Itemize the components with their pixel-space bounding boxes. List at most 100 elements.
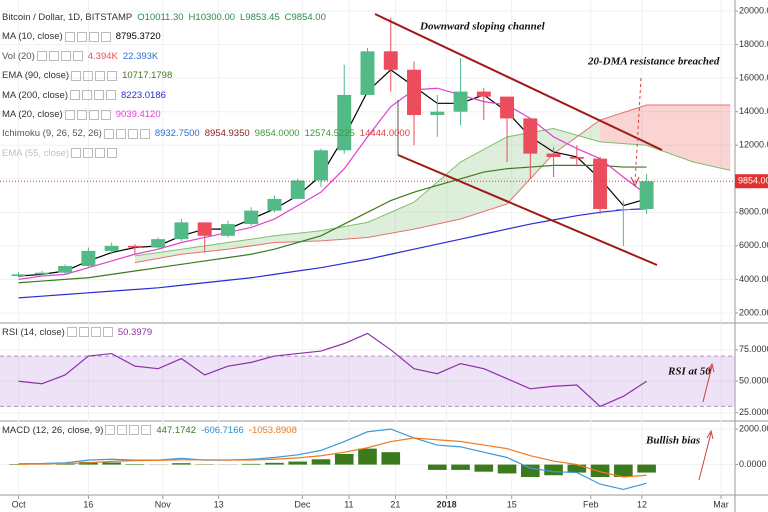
legend-name: MA (10, close)	[2, 31, 63, 43]
indicator-line	[18, 87, 647, 280]
legend-row: MA (10, close) 8795.3720	[2, 27, 410, 46]
legend-icon	[95, 70, 106, 81]
legend-value: -1053.8908	[248, 425, 297, 436]
histogram-bar	[358, 448, 377, 465]
indicator-line	[18, 68, 647, 277]
legend-icon	[83, 70, 94, 81]
candle-body	[430, 111, 445, 116]
ohlc-value: H10300.00	[188, 12, 236, 23]
legend-name: MACD (12, 26, close, 9)	[2, 425, 104, 436]
histogram-bar	[521, 464, 540, 478]
legend-title-row: Bitcoin / Dollar, 1D, BITSTAMP O10011.30 H…	[2, 8, 410, 27]
histogram-bar	[55, 463, 75, 465]
candle-body	[174, 222, 189, 240]
candle-body	[407, 69, 421, 116]
histogram-bar	[590, 464, 610, 478]
legend-value: 50.3979	[117, 327, 153, 338]
candle-body	[500, 96, 515, 119]
legend-value: 4.394K	[87, 50, 118, 62]
channel-lower	[397, 154, 658, 266]
annotation: RSI at 50	[667, 366, 711, 378]
legend-value: 10717.1798	[122, 70, 173, 82]
legend-icon	[107, 148, 118, 159]
legend-name: MA (20, close)	[2, 109, 63, 121]
histogram-bar	[497, 464, 517, 474]
legend-value: 9854.0000	[254, 128, 300, 140]
legend-icon	[76, 109, 87, 120]
y-tick-label: 75.0000	[739, 344, 768, 354]
candle-body	[523, 118, 538, 154]
histogram-bar	[614, 464, 633, 478]
legend-value: 9039.4120	[115, 109, 161, 121]
legend-icon	[106, 90, 116, 101]
y-tick-label: 50.0000	[739, 376, 768, 386]
legend-name: EMA (55, close)	[2, 147, 70, 159]
candle-body	[476, 91, 491, 97]
histogram-bar	[451, 464, 470, 470]
channel-upper	[374, 13, 663, 151]
legend-icon	[78, 327, 89, 338]
ohlc-value: L9853.45	[240, 12, 280, 23]
legend-row: Vol (20) 4.394K 22.393K	[2, 47, 410, 66]
histogram-bar	[172, 463, 191, 465]
cloud-segment	[367, 202, 415, 238]
histogram-bar	[288, 461, 308, 465]
legend-icon	[71, 70, 82, 81]
cloud-segment	[320, 222, 368, 241]
arrow-head	[630, 176, 640, 188]
candle-body	[616, 208, 631, 210]
histogram-bar	[567, 464, 587, 473]
legend-icon	[115, 128, 126, 139]
candle-body	[569, 156, 584, 159]
histogram-bar	[474, 464, 494, 472]
x-tick-label: 16	[83, 499, 93, 509]
x-tick-label: 15	[507, 499, 517, 509]
candle-body	[383, 51, 398, 70]
legend-icon	[141, 425, 152, 436]
legend: Bitcoin / Dollar, 1D, BITSTAMP O10011.30 H…	[2, 8, 410, 163]
legend-icon	[82, 90, 92, 101]
arrow	[698, 432, 712, 481]
histogram-bar	[427, 464, 447, 470]
candle-body	[34, 272, 49, 275]
candle-body	[104, 245, 119, 251]
candle-body	[197, 222, 212, 236]
macd-line	[18, 428, 647, 491]
histogram-bar	[125, 464, 145, 465]
cloud-segment	[227, 235, 275, 250]
legend-value: 8795.3720	[115, 31, 161, 43]
panel-legend: RSI (14, close) 50.3979	[2, 327, 152, 338]
x-tick-label: Nov	[155, 499, 172, 509]
legend-name: MA (200, close)	[2, 89, 68, 101]
y-tick-label: 25.0000	[739, 407, 768, 417]
legend-value: 447.1742	[156, 425, 196, 436]
histogram-bar	[381, 452, 401, 465]
symbol-title: Bitcoin / Dollar, 1D, BITSTAMP	[2, 12, 133, 23]
candle-body	[81, 250, 96, 266]
legend-icon	[127, 128, 138, 139]
candle-body	[546, 153, 561, 157]
legend-value: 22.393K	[122, 50, 159, 62]
macd-line	[18, 437, 647, 478]
legend-icon	[90, 327, 101, 338]
legend-row: MA (200, close) 8223.0186	[2, 86, 410, 105]
candle-body	[267, 198, 282, 211]
cloud-edge	[134, 104, 731, 264]
legend-name: RSI (14, close)	[2, 327, 65, 338]
legend-icon	[95, 148, 106, 159]
annotation: Downward sloping channel	[419, 21, 546, 33]
legend-icon	[139, 128, 150, 139]
legend-value: 8223.0186	[121, 89, 166, 101]
y-tick-label: 16000.00	[739, 73, 768, 83]
candle-body	[220, 224, 235, 236]
y-tick-label: 12000.00	[739, 140, 768, 150]
panel-legend: MACD (12, 26, close, 9) 447.1742 -606.7166…	[2, 425, 297, 436]
histogram-bar	[265, 462, 284, 465]
candle-body	[244, 210, 259, 225]
last-price-box	[735, 174, 768, 189]
candle-body	[639, 181, 654, 209]
legend-icon	[100, 109, 111, 120]
y-tick-label: 14000.00	[739, 106, 768, 116]
arrow-head	[706, 429, 714, 440]
cloud-segment	[693, 104, 731, 171]
